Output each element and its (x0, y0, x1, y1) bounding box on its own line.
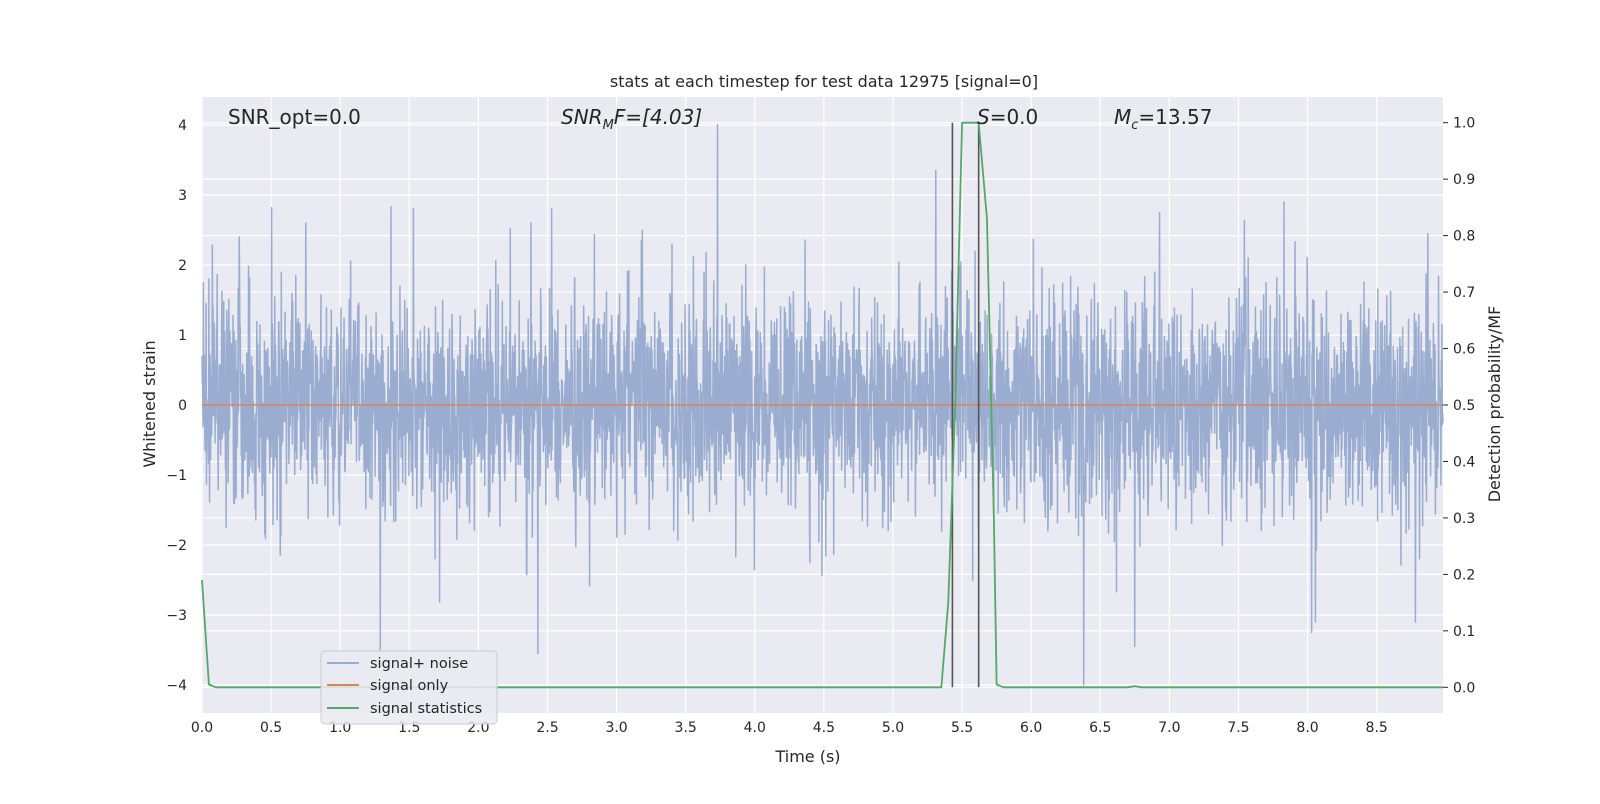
annotation-s: S=0.0 (977, 105, 1038, 129)
annotation-snr-mf-label: SNR (561, 105, 603, 129)
y-left-tick-label: 1 (178, 328, 187, 344)
legend: signal+ noise signal only signal statist… (320, 650, 498, 725)
annotation-mc-value: =13.57 (1138, 105, 1212, 129)
y-right-tick-label: 0.6 (1453, 342, 1475, 358)
x-tick-label: 4.5 (813, 720, 835, 736)
annotation-mc-label: M (1114, 105, 1131, 129)
y-right-tick-label: 1.0 (1453, 116, 1475, 132)
y-axis-right-label: Detection probability/MF (1485, 306, 1504, 503)
series-signal-plus-noise (201, 124, 1444, 686)
x-tick-label: 5.0 (882, 720, 904, 736)
y-right-tick-label: 0.5 (1453, 398, 1475, 414)
annotation-snr-opt: SNR_opt=0.0 (228, 105, 361, 129)
y-right-tick-label: 0.1 (1453, 624, 1475, 640)
tick-labels: 0.0 0.5 1.0 1.5 2.0 2.5 3.0 3.5 4.0 4.5 5.0 5.5 6.0 6… (166, 116, 1475, 736)
legend-box (320, 650, 498, 725)
annotation-mc-sub: c (1131, 118, 1138, 133)
y-right-tick-label: 0.4 (1453, 454, 1475, 470)
y-axis-left-label: Whitened strain (140, 340, 159, 467)
series-signal-statistics (201, 121, 1443, 689)
x-tick-label: 5.5 (951, 720, 973, 736)
x-axis-label: Time (s) (774, 747, 840, 766)
x-tick-label: 7.0 (1158, 720, 1180, 736)
annotation-snr-mf: SNRMF=[4.03] (561, 105, 702, 133)
signal-plus-noise-line (201, 124, 1444, 686)
signal-statistics-line (201, 121, 1443, 689)
y-left-tick-label: −1 (166, 468, 187, 484)
y-right-tick-label: 0.9 (1453, 172, 1475, 188)
y-right-tick-label: 0.7 (1453, 285, 1475, 301)
y-left-tick-label: −2 (166, 538, 187, 554)
legend-label-signal-plus-noise: signal+ noise (370, 656, 468, 672)
annotation-s-value: =0.0 (990, 105, 1039, 129)
y-left-tick-label: 0 (178, 398, 187, 414)
y-right-tick-label: 0.8 (1453, 229, 1475, 245)
y-right-tick-label: 0.2 (1453, 567, 1475, 583)
annotation-mc: Mc=13.57 (1114, 105, 1212, 133)
y-right-tick-label: 0.0 (1453, 680, 1475, 696)
annotation-snr-mf-value: F=[4.03] (614, 105, 702, 129)
y-left-tick-label: −4 (166, 678, 187, 694)
legend-label-signal-statistics: signal statistics (370, 701, 482, 717)
y-left-tick-label: 4 (178, 118, 187, 134)
x-tick-label: 0.0 (191, 720, 213, 736)
x-tick-label: 8.0 (1296, 720, 1318, 736)
y-left-tick-label: 2 (178, 258, 187, 274)
annotation-snr-mf-sub: M (603, 118, 614, 133)
y-left-tick-label: 3 (178, 188, 187, 204)
vertical-markers (951, 122, 980, 688)
x-tick-label: 7.5 (1227, 720, 1249, 736)
chart-title: stats at each timestep for test data 129… (610, 72, 1038, 91)
y-right-tick-label: 0.3 (1453, 511, 1475, 527)
x-tick-label: 0.5 (260, 720, 282, 736)
x-tick-label: 3.0 (605, 720, 627, 736)
x-tick-label: 6.5 (1089, 720, 1111, 736)
x-tick-label: 2.5 (536, 720, 558, 736)
x-tick-label: 4.0 (744, 720, 766, 736)
x-tick-label: 3.5 (675, 720, 697, 736)
x-tick-label: 6.0 (1020, 720, 1042, 736)
annotation-s-label: S (977, 105, 990, 129)
y-left-tick-label: −3 (166, 608, 187, 624)
legend-label-signal-only: signal only (370, 678, 449, 694)
x-tick-label: 8.5 (1366, 720, 1388, 736)
